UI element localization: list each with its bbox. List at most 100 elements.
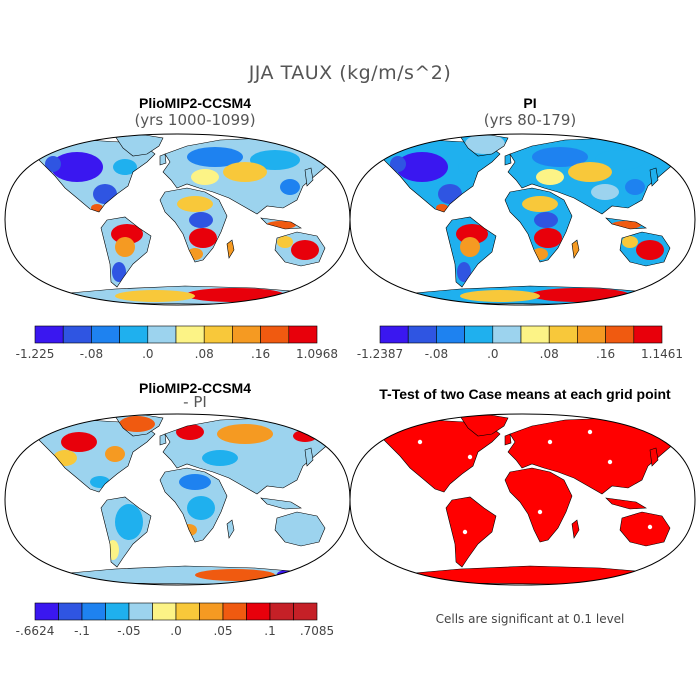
- map-border: [349, 413, 696, 586]
- colorbar-swatch: [58, 602, 83, 621]
- field-patch-greenland-0: [120, 135, 160, 154]
- land-antarctica: [392, 566, 660, 584]
- colorbar-tick-label: .16: [251, 347, 270, 361]
- panel-3-subtitle: - PI: [183, 393, 207, 411]
- coastline-greenland: [114, 134, 164, 157]
- land-madagascar: [227, 520, 234, 538]
- field-patch-namerica-1: [438, 184, 462, 204]
- colorbar-tick-label: .0: [487, 347, 498, 361]
- colorbar-swatch: [232, 325, 261, 344]
- field-patch-australia-0: [636, 240, 664, 260]
- colorbar-swatch: [605, 325, 635, 344]
- colorbar-swatch: [288, 325, 318, 344]
- land-japan: [305, 448, 313, 466]
- colorbar-tick-label: -.6624: [16, 624, 55, 638]
- colorbar-swatch: [199, 602, 224, 621]
- field-patch-namerica-2: [105, 446, 125, 462]
- land-africa: [505, 468, 572, 542]
- field-patch-antarctica-0: [185, 288, 285, 302]
- field-patch-eurasia-0: [176, 424, 204, 440]
- field-patch-australia-0: [291, 240, 319, 260]
- field-patch-eurasia-1: [250, 150, 300, 170]
- field-patch-namerica-3: [458, 159, 482, 175]
- coastline-madagascar: [571, 519, 580, 539]
- panel-2-colorbar: -1.2387 -.08 .0 .08 .16 1.1461: [357, 325, 683, 361]
- field-patch-africa-0: [179, 474, 211, 490]
- land-madagascar: [572, 520, 579, 538]
- colorbar-tick-label: -.05: [117, 624, 140, 638]
- field-patch-africa-1: [189, 212, 213, 228]
- colorbar-tick-label: 1.1461: [641, 347, 683, 361]
- field-patch-eurasia-4: [591, 184, 619, 200]
- field-patch-samerica-1: [107, 540, 119, 560]
- colorbar-swatch: [407, 325, 437, 344]
- field-patch-greenland-0: [465, 135, 505, 154]
- colorbar-tick-label: .08: [195, 347, 214, 361]
- coastline-greenland: [114, 414, 164, 437]
- field-patch-eurasia-0: [532, 147, 588, 167]
- field-patch-eurasia-1: [595, 150, 645, 170]
- field-patch-namerica-0: [61, 432, 97, 452]
- panel-1-subtitle: (yrs 1000-1099): [134, 111, 256, 129]
- panel-3-map: [4, 413, 351, 586]
- field-patch-antarctica-0: [195, 569, 275, 581]
- field-patch-eurasia-2: [223, 162, 267, 182]
- field-patch-namerica-2: [436, 204, 448, 212]
- figure-title: JJA TAUX (kg/m/s^2): [248, 62, 452, 84]
- field-patch-eurasia-5: [280, 179, 300, 195]
- colorbar-swatch: [152, 602, 177, 621]
- colorbar-swatch: [105, 602, 130, 621]
- colorbar-tick-label: -1.225: [16, 347, 55, 361]
- colorbar-swatch: [34, 325, 64, 344]
- colorbar-swatch: [62, 325, 92, 344]
- significance-note: Cells are significant at 0.1 level: [435, 612, 625, 626]
- colorbar-tick-label: 1.0968: [296, 347, 338, 361]
- coastline-indonesia: [605, 497, 647, 510]
- colorbar-swatch: [260, 325, 290, 344]
- field-patch-samerica-2: [112, 262, 126, 282]
- insignificant-cell-7: [587, 429, 593, 435]
- colorbar-swatch: [520, 325, 550, 344]
- colorbar-swatch: [379, 325, 409, 344]
- land-uk: [160, 154, 166, 165]
- colorbar-tick-label: -.08: [425, 347, 448, 361]
- field-patch-eurasia-5: [625, 179, 645, 195]
- field-patch-greenland-0: [119, 416, 155, 432]
- field-patch-australia-0: [285, 516, 317, 540]
- field-patch-namerica-0: [51, 152, 103, 182]
- coastline-japan: [649, 447, 659, 467]
- coastline-japan: [304, 167, 314, 187]
- coastline-australia: [619, 511, 671, 547]
- field-patch-eurasia-3: [191, 169, 219, 185]
- field-patch-africa-3: [187, 248, 203, 260]
- colorbar-tick-label: .08: [540, 347, 559, 361]
- land-indonesia: [261, 498, 301, 509]
- coastline-madagascar: [226, 519, 235, 539]
- colorbar-swatch: [492, 325, 522, 344]
- field-patch-eurasia-2: [568, 162, 612, 182]
- field-patch-africa-1: [534, 212, 558, 228]
- field-patch-eurasia-2: [267, 442, 303, 462]
- coastline-africa: [504, 187, 573, 263]
- coastline-africa: [159, 467, 228, 543]
- field-patch-eurasia-4: [293, 430, 317, 442]
- field-patch-africa-0: [177, 196, 213, 212]
- coastline-greenland: [459, 414, 509, 437]
- colorbar-swatch: [175, 325, 205, 344]
- panel-2-title: PI: [523, 95, 537, 111]
- coastline-africa: [504, 467, 573, 543]
- coastline-australia: [274, 511, 326, 547]
- coastline-madagascar: [226, 239, 235, 259]
- panel-1-map: [4, 133, 351, 306]
- colorbar-tick-label: .05: [213, 624, 232, 638]
- land-uk: [505, 434, 511, 445]
- colorbar-tick-label: .0: [142, 347, 153, 361]
- field-patch-africa-3: [532, 248, 548, 260]
- coastline-samerica: [100, 216, 152, 288]
- field-patch-antarctica-1: [115, 290, 195, 302]
- insignificant-cell-4: [537, 509, 543, 515]
- coastline-indonesia: [260, 497, 302, 510]
- coastline-uk: [159, 153, 167, 166]
- field-patch-australia-1: [277, 236, 293, 248]
- colorbar-swatch: [633, 325, 663, 344]
